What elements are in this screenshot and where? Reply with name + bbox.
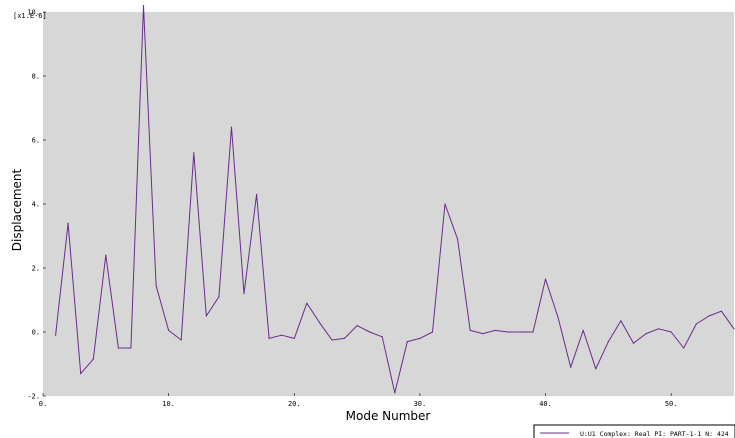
data-point	[444, 203, 446, 205]
data-point	[55, 334, 57, 336]
y-tick-label: 6.	[32, 137, 40, 145]
series-group	[55, 5, 735, 394]
y-tick-label: 10.	[27, 9, 40, 17]
data-point	[733, 328, 735, 330]
y-tick-label: 0.	[32, 329, 40, 337]
data-point	[80, 373, 82, 375]
tick-labels: 0. 10. 20. 30. 40. 50.-2.0.2.4.6.8.10.	[27, 9, 677, 409]
data-point	[645, 333, 647, 335]
data-point	[720, 310, 723, 312]
data-point	[595, 368, 597, 370]
data-point	[318, 321, 320, 323]
data-point	[168, 329, 170, 331]
data-point	[519, 331, 522, 333]
y-axis-title: Displacement	[10, 168, 24, 251]
data-point	[105, 254, 107, 256]
data-point	[155, 285, 157, 287]
data-point	[532, 331, 534, 333]
x-tick-label: 10.	[162, 400, 175, 408]
x-tick-label: 20.	[288, 400, 301, 408]
legend-label: U:U1 Complex: Real PI: PART-1-1 N: 424	[580, 430, 729, 438]
data-point	[205, 315, 207, 317]
y-tick-label: -2.	[27, 393, 40, 401]
legend-box	[533, 424, 735, 438]
x-tick-label: 0.	[39, 400, 47, 408]
data-point	[256, 193, 258, 195]
data-point	[544, 278, 547, 280]
data-point	[281, 334, 283, 336]
y-tick-label: 4.	[32, 201, 40, 209]
data-point	[142, 5, 145, 7]
data-point	[180, 339, 182, 341]
data-point	[607, 341, 610, 343]
data-point	[268, 337, 270, 339]
data-point	[494, 329, 496, 331]
data-point	[457, 238, 459, 240]
x-tick-label: 30.	[414, 400, 427, 408]
data-point	[369, 331, 371, 333]
data-point	[381, 336, 383, 338]
plot-area	[43, 12, 734, 396]
data-point	[117, 347, 119, 349]
x-tick-label: 50.	[665, 400, 678, 408]
data-point	[670, 331, 672, 333]
data-point	[193, 152, 195, 154]
data-point	[406, 341, 408, 343]
data-point	[469, 329, 471, 331]
data-point	[482, 333, 484, 335]
data-point	[708, 315, 710, 317]
data-point	[683, 347, 685, 349]
data-point	[695, 323, 697, 325]
data-point	[331, 339, 333, 341]
data-point	[130, 347, 132, 349]
data-point	[507, 331, 509, 333]
data-point	[306, 302, 308, 304]
data-point	[67, 222, 69, 224]
data-point	[632, 342, 635, 344]
y-multiplier-label: [x1.E-6]	[13, 12, 47, 20]
data-point	[293, 337, 295, 339]
y-tick-label: 8.	[32, 73, 40, 81]
legend: U:U1 Complex: Real PI: PART-1-1 N: 424	[533, 424, 735, 438]
y-tick-label: 2.	[32, 265, 40, 273]
data-point	[419, 337, 421, 339]
data-point	[570, 366, 572, 368]
data-point	[343, 337, 346, 339]
data-point	[658, 328, 660, 330]
x-tick-label: 40.	[539, 400, 552, 408]
data-point	[431, 331, 434, 333]
data-point	[92, 358, 94, 360]
data-point	[582, 329, 584, 331]
data-point	[394, 392, 396, 394]
data-point	[557, 317, 559, 319]
data-point	[356, 325, 358, 327]
data-point	[230, 126, 233, 128]
data-point	[243, 293, 245, 295]
data-point	[218, 296, 220, 298]
data-point	[620, 320, 622, 322]
x-axis-title: Mode Number	[346, 409, 431, 423]
